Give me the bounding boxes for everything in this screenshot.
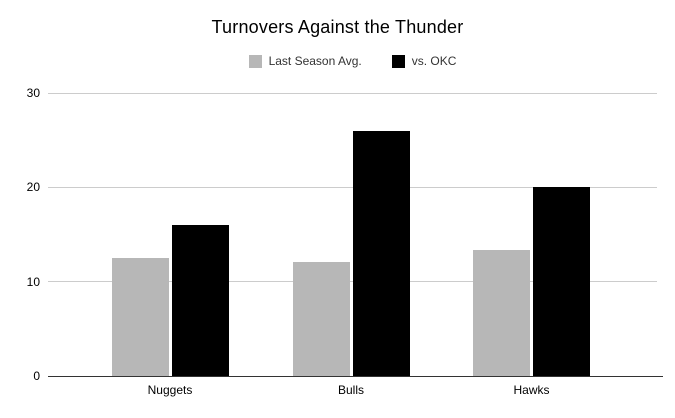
- chart-title: Turnovers Against the Thunder: [211, 17, 464, 37]
- y-tick-label-0: 0: [33, 369, 40, 383]
- x-axis-line: [48, 375, 664, 377]
- legend: Last Season Avg. vs. OKC: [48, 53, 657, 69]
- legend-item-0: Last Season Avg.: [248, 54, 362, 68]
- y-tick-label-10: 10: [26, 274, 40, 289]
- x-tick-label-bulls: Bulls: [337, 383, 364, 397]
- bar-nuggets-series-0: [111, 258, 169, 376]
- gridline-30: [48, 92, 657, 94]
- bar-group-bulls: [292, 93, 410, 376]
- legend-label: Last Season Avg.: [268, 54, 362, 68]
- legend-item-1: vs. OKC: [391, 54, 457, 68]
- bar-nuggets-series-1: [171, 225, 229, 376]
- legend-label: vs. OKC: [411, 54, 457, 68]
- legend-swatch-icon: [391, 54, 405, 68]
- y-tick-label-30: 30: [26, 86, 40, 100]
- x-tick-label-hawks: Hawks: [513, 383, 550, 397]
- bar-hawks-series-0: [473, 249, 530, 376]
- x-tick-label-nuggets: Nuggets: [147, 383, 193, 397]
- bar-hawks-series-1: [533, 187, 590, 376]
- bar-bulls-series-1: [352, 130, 410, 376]
- bar-group-nuggets: [111, 93, 229, 376]
- legend-swatch-icon: [248, 54, 262, 68]
- bar-bulls-series-0: [292, 261, 350, 376]
- bar-group-hawks: [473, 93, 590, 376]
- y-axis-labels: 0 10 20 30: [0, 86, 40, 383]
- plot-area: Nuggets Bulls Hawks: [48, 92, 664, 397]
- y-tick-label-20: 20: [26, 180, 40, 195]
